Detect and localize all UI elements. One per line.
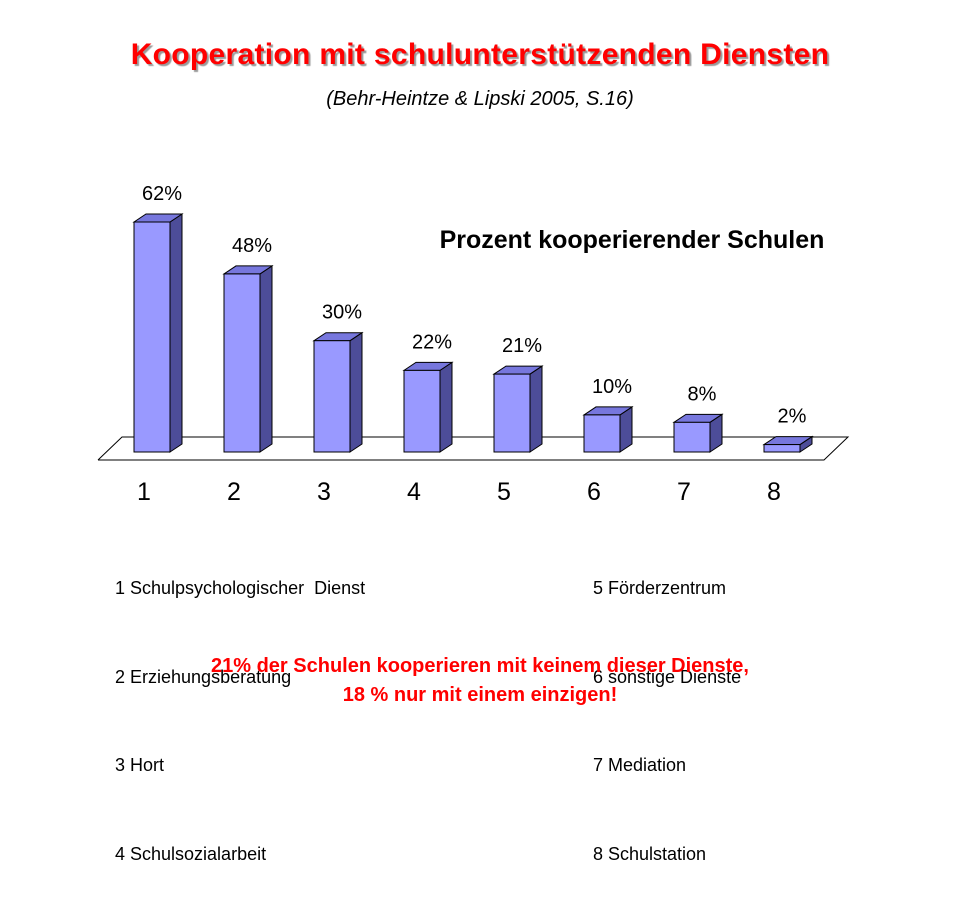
bar-side bbox=[529, 365, 543, 453]
value-label: 8% bbox=[688, 383, 717, 405]
bar bbox=[402, 361, 454, 453]
page-title: Kooperation mit schulunterstützenden Die… bbox=[130, 38, 830, 71]
value-label: 62% bbox=[142, 183, 182, 205]
value-label: 48% bbox=[232, 235, 272, 257]
chart-title: Prozent kooperierender Schulen bbox=[440, 226, 825, 254]
category-label: 1 bbox=[137, 478, 151, 506]
category-labels: 1 2 3 4 5 6 7 8 bbox=[137, 478, 781, 506]
bar-front bbox=[133, 221, 171, 453]
legend-item: 2 Erziehungsberatung bbox=[115, 666, 292, 687]
value-label: 22% bbox=[412, 331, 452, 353]
bar-front bbox=[403, 369, 441, 453]
legend-item: 8 Schulstation bbox=[593, 843, 707, 864]
chart-baseline bbox=[97, 436, 850, 461]
category-label: 4 bbox=[407, 478, 421, 506]
value-label: 10% bbox=[592, 376, 632, 398]
page-subtitle: (Behr-Heintze & Lipski 2005, S.16) bbox=[326, 88, 634, 110]
legend-item: 7 Mediation bbox=[593, 755, 687, 775]
legend-item: 5 Förderzentrum bbox=[593, 578, 727, 598]
category-label: 6 bbox=[587, 478, 601, 506]
category-label: 5 bbox=[497, 478, 511, 506]
bar bbox=[222, 265, 274, 453]
legend-item: 1 Schulpsychologischer Dienst bbox=[115, 578, 366, 598]
value-labels: 62% 48% 30% 22% 21% 10% 8% 2% bbox=[142, 183, 807, 428]
value-label: 2% bbox=[778, 406, 807, 428]
bar bbox=[762, 435, 814, 453]
bar bbox=[312, 331, 364, 453]
bar-front bbox=[313, 340, 351, 453]
bar-front bbox=[763, 444, 801, 453]
value-label: 30% bbox=[322, 302, 362, 324]
category-label: 3 bbox=[317, 478, 331, 506]
bar bbox=[582, 405, 634, 453]
bar bbox=[672, 413, 724, 453]
bar-side bbox=[259, 265, 273, 453]
bar-side bbox=[169, 213, 183, 453]
legend-item: 4 Schulsozialarbeit bbox=[115, 843, 267, 864]
bar bbox=[492, 365, 544, 453]
legend-item: 3 Hort bbox=[115, 755, 165, 775]
bar-front bbox=[493, 373, 531, 453]
chart-floor bbox=[97, 436, 850, 461]
category-label: 7 bbox=[677, 478, 691, 506]
bar-chart: 62% 48% 30% 22% 21% 10% 8% 2% 1 2 3 4 5 6 7 8 Prozent … bbox=[97, 183, 850, 506]
bar bbox=[132, 213, 184, 453]
category-label: 2 bbox=[227, 478, 241, 506]
legend-item: 6 sonstige Dienste bbox=[593, 666, 742, 687]
footnote: 21% der Schulen kooperieren mit keinem d… bbox=[0, 652, 960, 710]
bar-front bbox=[223, 273, 261, 453]
bar-side bbox=[349, 331, 363, 453]
footnote-line-1: 21% der Schulen kooperieren mit keinem d… bbox=[211, 655, 749, 677]
bar-front bbox=[673, 421, 711, 453]
chart-bars bbox=[132, 213, 814, 453]
category-label: 8 bbox=[767, 478, 781, 506]
footnote-line-2: 18 % nur mit einem einzigen! bbox=[342, 684, 618, 706]
value-label: 21% bbox=[502, 335, 542, 357]
bar-front bbox=[583, 414, 621, 453]
bar-side bbox=[439, 361, 453, 453]
